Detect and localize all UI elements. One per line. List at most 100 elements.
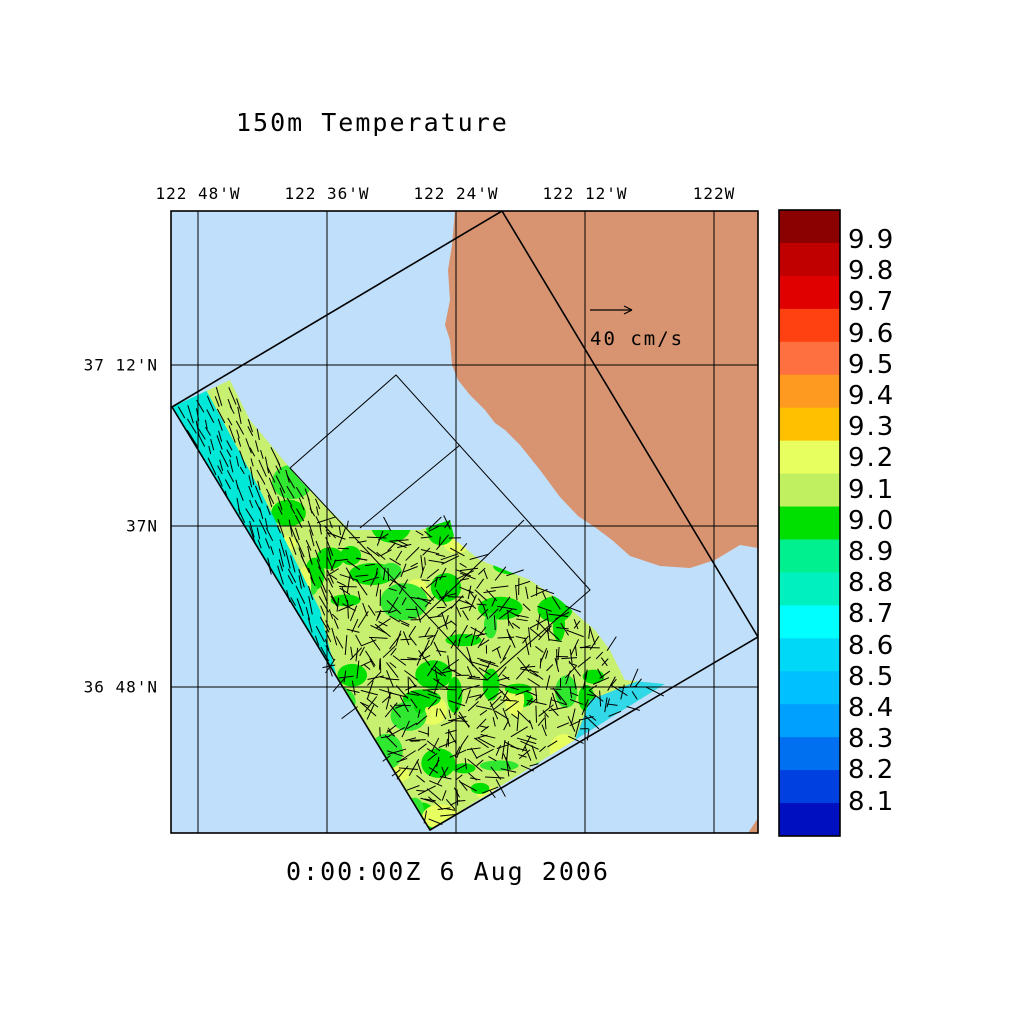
velocity-vector: [264, 456, 270, 474]
velocity-vector: [606, 636, 617, 652]
velocity-vector: [384, 702, 398, 718]
velocity-vector: [424, 595, 436, 608]
velocity-vector: [468, 772, 478, 781]
inner-domain-line: [419, 519, 525, 621]
colorbar-label: 9.0: [848, 505, 896, 536]
velocity-vector: [445, 798, 456, 810]
velocity-vector: [389, 633, 402, 650]
velocity-vector: [506, 741, 509, 761]
velocity-vector: [226, 449, 232, 458]
velocity-vector: [588, 626, 596, 645]
velocity-vector: [461, 735, 469, 746]
velocity-vector: [370, 637, 381, 651]
velocity-vector: [355, 634, 362, 646]
velocity-vector: [390, 648, 397, 656]
velocity-vector: [475, 626, 487, 640]
velocity-vector: [589, 714, 597, 721]
velocity-vector: [360, 702, 377, 717]
velocity-vector: [529, 627, 542, 638]
velocity-vector: [420, 797, 434, 803]
velocity-vector: [417, 785, 436, 796]
velocity-vector: [218, 430, 223, 442]
velocity-vector: [470, 627, 477, 647]
velocity-vector: [357, 591, 361, 600]
velocity-vector: [416, 789, 426, 792]
velocity-vector: [346, 575, 351, 593]
velocity-vector: [235, 420, 245, 435]
velocity-vector: [245, 508, 255, 522]
velocity-vector: [279, 487, 286, 502]
velocity-vector: [424, 626, 431, 638]
velocity-vector: [295, 585, 306, 604]
temperature-patch: [482, 668, 500, 701]
velocity-vector: [310, 577, 316, 586]
colorbar-swatch: [779, 242, 840, 277]
velocity-vector: [256, 527, 261, 540]
velocity-vector: [480, 639, 490, 646]
velocity-vector: [502, 690, 509, 700]
velocity-vector: [449, 547, 465, 557]
velocity-vector: [570, 639, 579, 656]
velocity-vector: [390, 541, 407, 549]
velocity-vector: [405, 737, 417, 742]
velocity-vector: [329, 520, 333, 529]
lat-label: 36 48'N: [83, 677, 158, 697]
velocity-vector: [539, 745, 546, 753]
velocity-vector: [426, 788, 442, 801]
velocity-vector: [495, 745, 502, 756]
velocity-vector: [488, 608, 499, 618]
velocity-vector: [480, 659, 499, 667]
velocity-vector: [308, 585, 314, 600]
velocity-vector: [571, 708, 576, 724]
velocity-vector: [254, 440, 259, 453]
velocity-vector: [439, 688, 456, 691]
colorbar-label: 9.3: [848, 412, 896, 443]
velocity-vector: [205, 426, 211, 436]
velocity-vector: [515, 614, 529, 619]
velocity-vector: [428, 767, 439, 774]
velocity-vector: [547, 629, 560, 641]
velocity-vector: [355, 647, 359, 662]
velocity-vector: [431, 737, 440, 752]
velocity-vector: [247, 418, 253, 433]
velocity-vector: [573, 618, 579, 630]
velocity-vector: [228, 425, 236, 443]
velocity-vector: [338, 675, 354, 679]
velocity-vector: [444, 807, 456, 811]
velocity-vector: [438, 669, 457, 675]
velocity-vector: [448, 709, 452, 719]
velocity-vector: [330, 559, 337, 572]
velocity-vector: [522, 603, 531, 611]
velocity-vector: [424, 557, 426, 566]
velocity-vector: [267, 494, 273, 508]
velocity-vector: [256, 469, 266, 485]
velocity-vector: [462, 610, 469, 621]
velocity-vector: [421, 579, 430, 582]
velocity-vector: [435, 589, 448, 607]
velocity-vector: [245, 438, 252, 454]
velocity-vector: [479, 688, 489, 699]
velocity-vector: [574, 645, 578, 657]
velocity-vector: [450, 595, 464, 609]
velocity-vector: [476, 759, 484, 767]
velocity-vector: [308, 595, 313, 615]
velocity-vector: [428, 516, 442, 530]
velocity-vector: [483, 590, 496, 594]
velocity-vector: [355, 579, 368, 596]
velocity-vector: [187, 405, 194, 424]
velocity-vector: [537, 605, 552, 612]
velocity-vector: [359, 646, 365, 657]
velocity-vector: [420, 536, 433, 539]
velocity-vector: [204, 419, 208, 429]
velocity-vector: [491, 646, 501, 652]
velocity-vector: [395, 550, 403, 561]
velocity-vector: [474, 589, 488, 601]
velocity-vector: [250, 458, 254, 467]
velocity-vector: [289, 536, 297, 555]
velocity-vector: [385, 678, 400, 681]
velocity-vector: [355, 574, 369, 577]
velocity-vector: [455, 569, 472, 577]
velocity-vector: [444, 520, 451, 529]
colorbar-swatch: [779, 638, 840, 672]
colorbar-swatch: [779, 605, 840, 639]
